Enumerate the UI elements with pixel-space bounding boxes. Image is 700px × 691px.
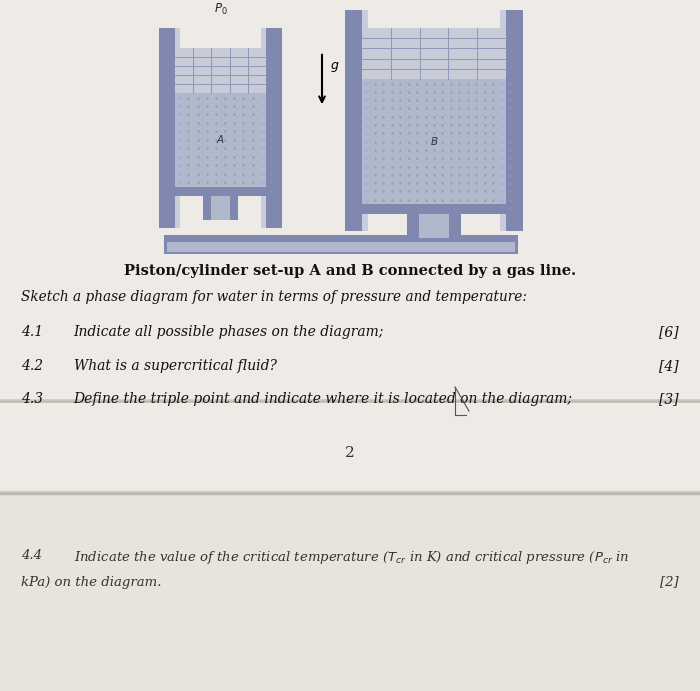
Bar [0,493,700,691]
Bar [164,235,518,254]
Text: [4]: [4] [659,359,679,372]
Text: [2]: [2] [660,576,679,589]
Bar [175,93,266,187]
Bar [363,28,505,79]
Text: Indicate the value of the critical temperature ($T_{cr}$ in K) and critical pres: Indicate the value of the critical tempe… [74,549,629,567]
Text: 4.2: 4.2 [21,359,43,372]
Text: [3]: [3] [659,392,679,406]
Bar [500,10,505,231]
Bar [175,187,266,196]
Text: Piston/cylinder set-up A and B connected by a gas line.: Piston/cylinder set-up A and B connected… [124,264,576,278]
Bar [419,214,449,238]
Text: A: A [217,135,224,145]
Text: What is a supercritical fluid?: What is a supercritical fluid? [74,359,276,372]
Bar [344,10,363,231]
Bar [203,196,238,220]
Bar [261,28,266,228]
Text: Sketch a phase diagram for water in terms of pressure and temperature:: Sketch a phase diagram for water in term… [21,290,527,303]
Text: Define the triple point and indicate where it is located on the diagram;: Define the triple point and indicate whe… [74,392,573,406]
Bar [505,10,524,231]
Bar [363,79,505,204]
Text: 4.3: 4.3 [21,392,43,406]
Text: 2: 2 [345,446,355,460]
Bar [363,204,505,214]
Bar [175,48,266,93]
Text: g: g [330,59,338,72]
Text: Indicate all possible phases on the diagram;: Indicate all possible phases on the diag… [74,325,384,339]
Text: 4.1: 4.1 [21,325,43,339]
Bar [167,242,514,252]
Text: $P_0$: $P_0$ [214,2,228,17]
Text: B: B [430,137,438,146]
Text: [6]: [6] [659,325,679,339]
Bar [407,214,461,238]
Text: 4.4: 4.4 [21,549,42,562]
Text: kPa) on the diagram.: kPa) on the diagram. [21,576,162,589]
Bar [175,28,180,228]
Bar [266,28,281,228]
Bar [363,10,368,231]
Bar [160,28,175,228]
Bar [211,196,230,220]
